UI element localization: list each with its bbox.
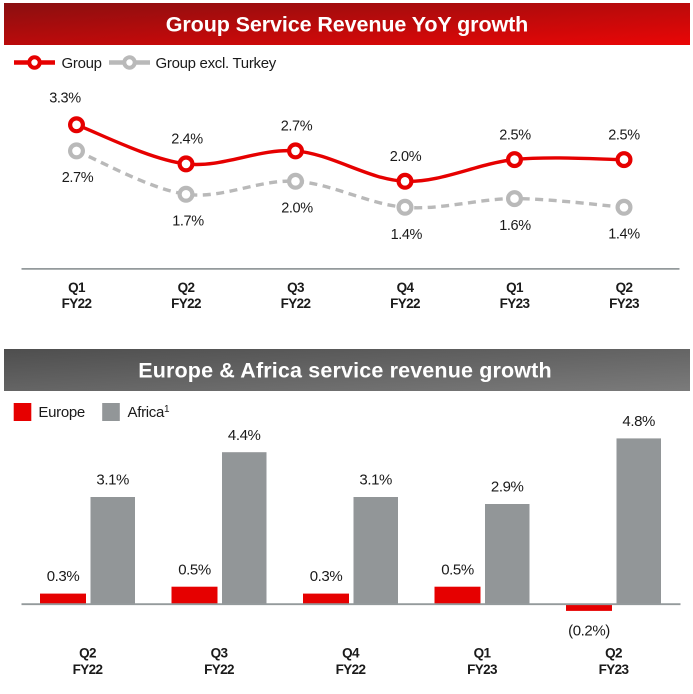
svg-text:FY23: FY23 [599, 662, 630, 677]
svg-text:FY22: FY22 [62, 296, 92, 311]
svg-text:2.4%: 2.4% [171, 132, 203, 148]
svg-text:Q3: Q3 [287, 280, 305, 295]
svg-text:3.3%: 3.3% [49, 90, 81, 106]
svg-text:FY23: FY23 [609, 296, 640, 311]
svg-text:FY23: FY23 [467, 662, 498, 677]
svg-text:1.4%: 1.4% [391, 227, 423, 243]
svg-text:4.8%: 4.8% [622, 413, 655, 430]
svg-text:2.9%: 2.9% [491, 479, 524, 496]
svg-text:0.5%: 0.5% [178, 561, 211, 578]
svg-text:4.4%: 4.4% [228, 427, 261, 444]
svg-text:2.7%: 2.7% [281, 119, 313, 135]
svg-text:FY22: FY22 [73, 662, 103, 677]
svg-text:Africa1: Africa1 [128, 404, 171, 421]
svg-text:Q1: Q1 [68, 280, 86, 295]
svg-text:Q2: Q2 [178, 280, 195, 295]
svg-text:Q2: Q2 [616, 280, 633, 295]
svg-text:0.3%: 0.3% [310, 568, 343, 585]
svg-text:2.0%: 2.0% [281, 201, 313, 217]
svg-text:Q2: Q2 [605, 646, 622, 661]
svg-text:Europe & Africa service revenu: Europe & Africa service revenue growth [138, 359, 552, 383]
svg-text:Q1: Q1 [474, 646, 492, 661]
svg-text:FY22: FY22 [171, 296, 201, 311]
svg-text:Group: Group [62, 55, 102, 72]
svg-text:FY22: FY22 [336, 662, 366, 677]
svg-text:1.4%: 1.4% [608, 227, 640, 243]
svg-text:0.5%: 0.5% [441, 561, 474, 578]
svg-text:FY22: FY22 [204, 662, 234, 677]
svg-text:Q4: Q4 [342, 646, 360, 661]
svg-text:1.7%: 1.7% [172, 214, 204, 230]
svg-text:2.5%: 2.5% [608, 127, 640, 143]
svg-text:Q3: Q3 [211, 646, 229, 661]
svg-text:0.3%: 0.3% [47, 568, 80, 585]
svg-text:FY23: FY23 [500, 296, 531, 311]
svg-text:1.6%: 1.6% [499, 218, 531, 234]
svg-text:(0.2%): (0.2%) [568, 622, 610, 639]
svg-text:Q1: Q1 [506, 280, 524, 295]
svg-text:Q4: Q4 [397, 280, 415, 295]
svg-text:2.5%: 2.5% [499, 127, 531, 143]
svg-text:Group excl. Turkey: Group excl. Turkey [156, 55, 277, 72]
svg-text:Group Service Revenue YoY grow: Group Service Revenue YoY growth [166, 13, 528, 37]
svg-text:2.7%: 2.7% [62, 170, 94, 186]
svg-text:3.1%: 3.1% [96, 472, 129, 489]
svg-text:Q2: Q2 [79, 646, 96, 661]
svg-text:FY22: FY22 [390, 296, 420, 311]
svg-text:Europe: Europe [38, 404, 85, 421]
svg-text:3.1%: 3.1% [359, 472, 392, 489]
svg-text:FY22: FY22 [281, 296, 311, 311]
svg-text:2.0%: 2.0% [390, 149, 422, 165]
